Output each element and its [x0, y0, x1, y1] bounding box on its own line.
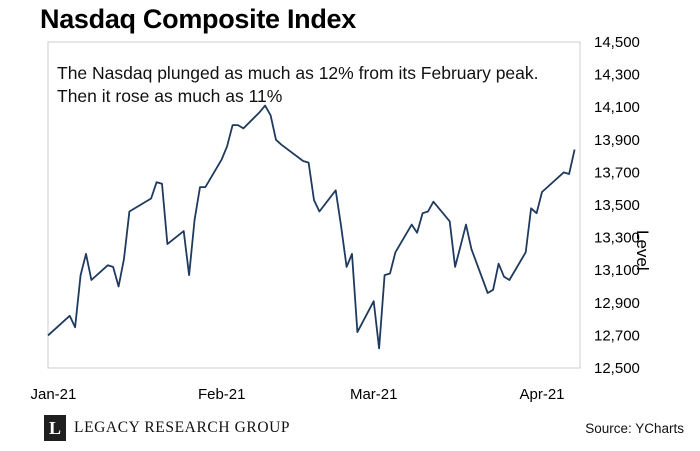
y-tick-label: 14,100: [594, 99, 640, 116]
x-tick-label: Mar-21: [350, 386, 398, 403]
x-tick-label: Jan-21: [30, 386, 76, 403]
chart-title: Nasdaq Composite Index: [40, 4, 356, 34]
y-axis-label: Level: [633, 190, 682, 271]
chart-annotation: The Nasdaq plunged as much as 12% from i…: [57, 63, 539, 106]
plot-frame: [47, 41, 581, 369]
source-note: Source: YCharts: [585, 421, 684, 436]
y-tick-label: 12,500: [594, 360, 640, 377]
brand-logo-icon: L: [44, 415, 66, 441]
y-tick-label: 13,100: [594, 262, 640, 279]
y-tick-label: 14,500: [594, 34, 640, 51]
y-tick-label: 13,500: [594, 197, 640, 214]
y-tick-label: 14,300: [594, 67, 640, 84]
y-tick-label: 13,900: [594, 132, 640, 149]
x-axis: Jan-21 Feb-21 Mar-21 Apr-21: [30, 386, 564, 403]
y-tick-label: 12,900: [594, 295, 640, 312]
y-tick-label: 12,700: [594, 327, 640, 344]
y-tick-label: 13,300: [594, 230, 640, 247]
x-tick-label: Feb-21: [198, 386, 246, 403]
y-tick-label: 13,700: [594, 164, 640, 181]
y-axis: 12,500 12,700 12,900 13,100 13,300 13,500 13,7…: [594, 34, 640, 377]
x-tick-label: Apr-21: [519, 386, 564, 403]
series-line: [47, 104, 576, 350]
brand-logo-group: L LEGACY RESEARCH GROUP: [44, 415, 290, 441]
y-axis-label-text: Level: [633, 230, 652, 271]
brand-name: LEGACY RESEARCH GROUP: [74, 419, 291, 436]
